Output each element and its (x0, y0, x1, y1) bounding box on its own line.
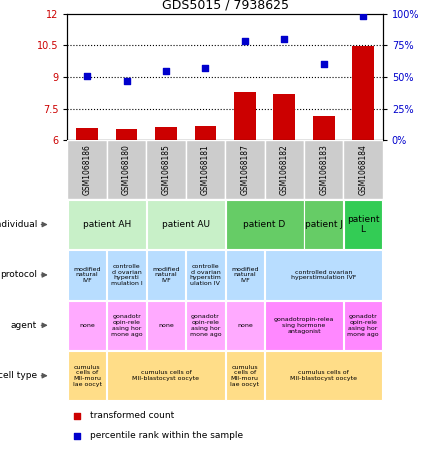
Text: GSM1068180: GSM1068180 (122, 145, 131, 195)
Bar (146, 140, 185, 199)
Text: patient J: patient J (304, 220, 342, 229)
Bar (233, 92, 255, 140)
Bar (225, 250, 263, 299)
Text: percentile rank within the sample: percentile rank within the sample (89, 431, 242, 440)
Bar (107, 140, 146, 199)
Text: transformed count: transformed count (89, 411, 173, 420)
Text: cumulus
cells of
MII-moru
lae oocyt: cumulus cells of MII-moru lae oocyt (72, 365, 102, 387)
Point (241, 38, 248, 45)
Text: agent: agent (11, 321, 37, 330)
Text: patient AH: patient AH (82, 220, 131, 229)
Text: protocol: protocol (0, 270, 37, 280)
Text: GSM1068187: GSM1068187 (240, 145, 249, 195)
Bar (225, 200, 303, 249)
Text: GSM1068186: GSM1068186 (82, 145, 92, 195)
Bar (76, 128, 98, 140)
Bar (68, 200, 145, 249)
Bar (225, 140, 264, 199)
Point (83, 72, 90, 79)
Bar (107, 250, 145, 299)
Text: individual: individual (0, 220, 37, 229)
Bar (185, 140, 225, 199)
Text: gonadotr
opin-rele
asing hor
mone ago: gonadotr opin-rele asing hor mone ago (111, 314, 142, 337)
Title: GDS5015 / 7938625: GDS5015 / 7938625 (161, 0, 288, 11)
Bar (273, 94, 294, 140)
Bar (225, 351, 263, 400)
Bar (312, 116, 334, 140)
Bar (264, 250, 381, 299)
Text: none: none (79, 323, 95, 328)
Bar (67, 140, 107, 199)
Bar (264, 301, 342, 350)
Text: modified
natural
IVF: modified natural IVF (73, 267, 101, 283)
Text: controlle
d ovarian
hypersti
mulation I: controlle d ovarian hypersti mulation I (110, 264, 142, 286)
Bar (303, 140, 342, 199)
Text: GSM1068185: GSM1068185 (161, 145, 170, 195)
Bar (146, 200, 224, 249)
Bar (264, 351, 381, 400)
Bar (68, 351, 106, 400)
Bar (186, 301, 224, 350)
Bar (343, 301, 381, 350)
Point (162, 67, 169, 74)
Bar (68, 301, 106, 350)
Bar (107, 351, 224, 400)
Point (307, 125, 314, 133)
Bar (352, 46, 373, 140)
Text: cumulus cells of
MII-blastocyst oocyte: cumulus cells of MII-blastocyst oocyte (289, 370, 356, 381)
Bar (194, 125, 216, 140)
Text: cumulus cells of
MII-blastocyst oocyte: cumulus cells of MII-blastocyst oocyte (132, 370, 199, 381)
Text: none: none (237, 323, 252, 328)
Text: cell type: cell type (0, 371, 37, 380)
Bar (107, 301, 145, 350)
Bar (304, 200, 342, 249)
Bar (146, 250, 185, 299)
Text: controlle
d ovarian
hyperstim
ulation IV: controlle d ovarian hyperstim ulation IV (189, 264, 221, 286)
Point (201, 64, 208, 72)
Text: modified
natural
IVF: modified natural IVF (230, 267, 258, 283)
Point (123, 77, 130, 84)
Point (280, 35, 287, 43)
Bar (186, 250, 224, 299)
Text: cumulus
cells of
MII-moru
lae oocyt: cumulus cells of MII-moru lae oocyt (230, 365, 259, 387)
Text: gonadotr
opin-rele
asing hor
mone ago: gonadotr opin-rele asing hor mone ago (346, 314, 378, 337)
Text: patient AU: patient AU (161, 220, 209, 229)
Bar (225, 301, 263, 350)
Bar (155, 127, 176, 140)
Text: GSM1068184: GSM1068184 (358, 145, 367, 195)
Text: GSM1068181: GSM1068181 (201, 145, 210, 195)
Text: patient
L: patient L (346, 215, 378, 234)
Text: none: none (158, 323, 174, 328)
Text: gonadotr
opin-rele
asing hor
mone ago: gonadotr opin-rele asing hor mone ago (189, 314, 221, 337)
Text: GSM1068183: GSM1068183 (319, 145, 327, 195)
Text: gonadotropin-relea
sing hormone
antagonist: gonadotropin-relea sing hormone antagoni… (273, 317, 333, 333)
Text: modified
natural
IVF: modified natural IVF (152, 267, 179, 283)
Bar (68, 250, 106, 299)
Text: patient D: patient D (243, 220, 285, 229)
Bar (146, 301, 185, 350)
Text: GSM1068182: GSM1068182 (279, 145, 288, 195)
Point (307, 307, 314, 314)
Bar (342, 140, 382, 199)
Bar (343, 200, 381, 249)
Bar (115, 129, 137, 140)
Point (359, 13, 366, 20)
Bar (264, 140, 303, 199)
Point (319, 61, 326, 68)
Text: controlled ovarian
hyperstimulation IVF: controlled ovarian hyperstimulation IVF (290, 270, 355, 280)
